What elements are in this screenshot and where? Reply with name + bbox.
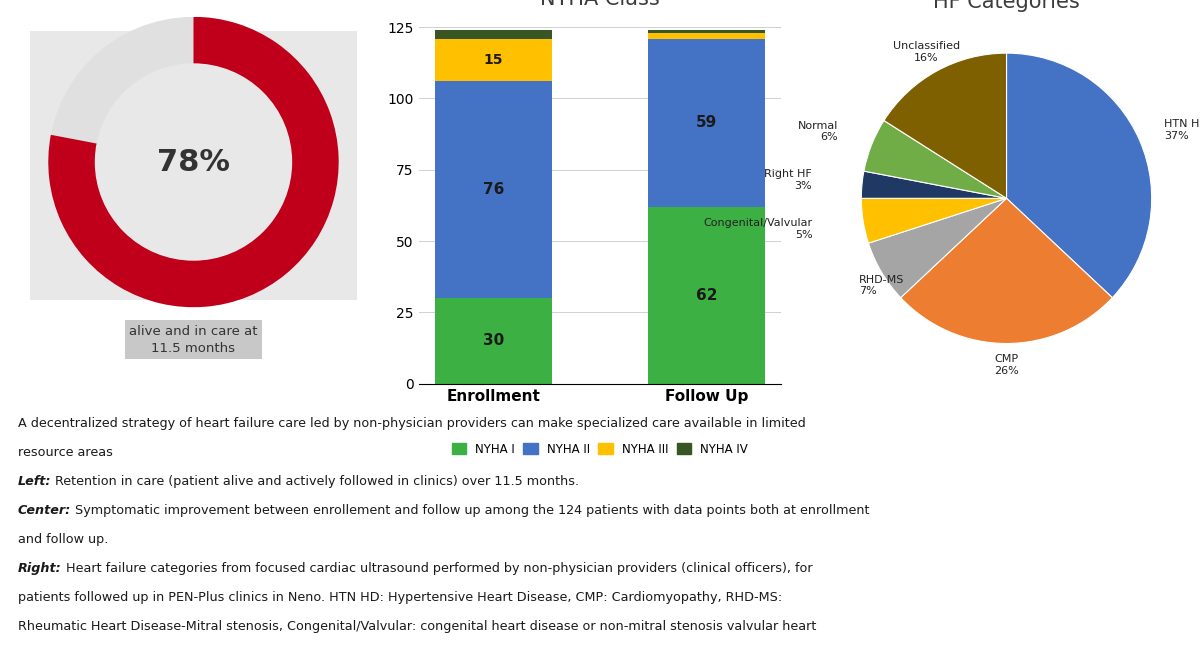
Text: Center:: Center:	[18, 504, 71, 517]
Title: HF Categories: HF Categories	[934, 0, 1080, 12]
Text: alive and in care at
11.5 months: alive and in care at 11.5 months	[130, 325, 258, 355]
Wedge shape	[1007, 53, 1152, 298]
Bar	[436, 81, 552, 298]
Text: Heart failure categories from focused cardiac ultrasound performed by non-physic: Heart failure categories from focused ca…	[61, 562, 812, 575]
Title: NYHA Class: NYHA Class	[540, 0, 660, 8]
Text: Symptomatic improvement between enrollement and follow up among the 124 patients: Symptomatic improvement between enrollem…	[71, 504, 870, 517]
Wedge shape	[864, 121, 1007, 198]
Text: CMP
26%: CMP 26%	[994, 355, 1019, 376]
Legend: NYHA I, NYHA II, NYHA III, NYHA IV: NYHA I, NYHA II, NYHA III, NYHA IV	[448, 438, 752, 460]
Text: A decentralized strategy of heart failure care led by non-physician providers ca: A decentralized strategy of heart failur…	[18, 417, 805, 430]
Wedge shape	[48, 17, 338, 307]
Circle shape	[96, 64, 292, 260]
Text: Right HF
3%: Right HF 3%	[763, 169, 811, 191]
Text: Rheumatic Heart Disease-Mitral stenosis, Congenital/Valvular: congenital heart d: Rheumatic Heart Disease-Mitral stenosis,…	[18, 620, 816, 633]
Bar	[436, 39, 552, 81]
Text: Right:: Right:	[18, 562, 61, 575]
Text: 62: 62	[696, 287, 718, 303]
Text: patients followed up in PEN-Plus clinics in Neno. HTN HD: Hypertensive Heart Dis: patients followed up in PEN-Plus clinics…	[18, 591, 782, 604]
Text: RHD-MS
7%: RHD-MS 7%	[859, 275, 905, 297]
Text: Congenital/Valvular
5%: Congenital/Valvular 5%	[704, 218, 812, 240]
Bar	[436, 298, 552, 384]
Text: Retention in care (patient alive and actively followed in clinics) over 11.5 mon: Retention in care (patient alive and act…	[52, 475, 580, 488]
FancyBboxPatch shape	[30, 32, 356, 300]
Wedge shape	[884, 53, 1007, 198]
Wedge shape	[901, 198, 1112, 344]
Text: HTN HD
37%: HTN HD 37%	[1164, 120, 1200, 141]
Bar	[648, 33, 764, 39]
Text: 15: 15	[484, 53, 503, 67]
Text: 30: 30	[482, 333, 504, 348]
Text: 76: 76	[482, 182, 504, 197]
Text: resource areas: resource areas	[18, 446, 113, 459]
Text: Unclassified
16%: Unclassified 16%	[893, 41, 960, 63]
Text: and follow up.: and follow up.	[18, 533, 108, 546]
Bar	[648, 30, 764, 33]
Wedge shape	[869, 198, 1007, 298]
Bar	[436, 30, 552, 39]
Text: 78%: 78%	[157, 147, 230, 176]
Wedge shape	[862, 198, 1007, 243]
Bar	[648, 207, 764, 384]
Text: Left:: Left:	[18, 475, 52, 488]
Text: Normal
6%: Normal 6%	[798, 121, 838, 142]
Wedge shape	[862, 171, 1007, 198]
Wedge shape	[48, 17, 338, 307]
Text: 59: 59	[696, 115, 718, 130]
Bar	[648, 39, 764, 207]
